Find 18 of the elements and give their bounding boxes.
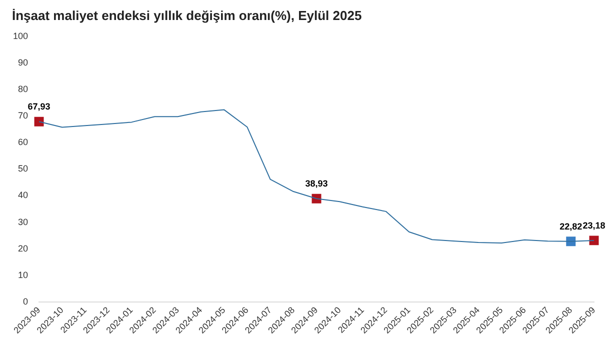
y-tick-label: 50: [18, 164, 28, 174]
data-label: 22,82: [560, 221, 582, 232]
y-tick-label: 100: [12, 30, 28, 41]
point: [589, 236, 599, 246]
data-label: 23,18: [582, 220, 606, 230]
y-tick-label: 90: [18, 57, 28, 68]
y-tick-label: 60: [18, 137, 28, 148]
y-tick-label: 70: [18, 110, 28, 121]
data-label: 38,93: [305, 178, 328, 189]
y-tick-label: 20: [18, 243, 28, 254]
data-label: 67,93: [28, 102, 50, 112]
point: [34, 116, 44, 126]
chart-title: İnşaat maliyet endeksi yıllık değişim oranı(%), Eylül 2025: [12, 8, 362, 23]
y-tick-label: 80: [18, 84, 28, 94]
y-tick-label: 40: [18, 190, 28, 200]
y-tick-label: 30: [18, 216, 28, 227]
y-tick-label: 0: [23, 296, 28, 306]
y-tick-label: 10: [18, 270, 28, 280]
